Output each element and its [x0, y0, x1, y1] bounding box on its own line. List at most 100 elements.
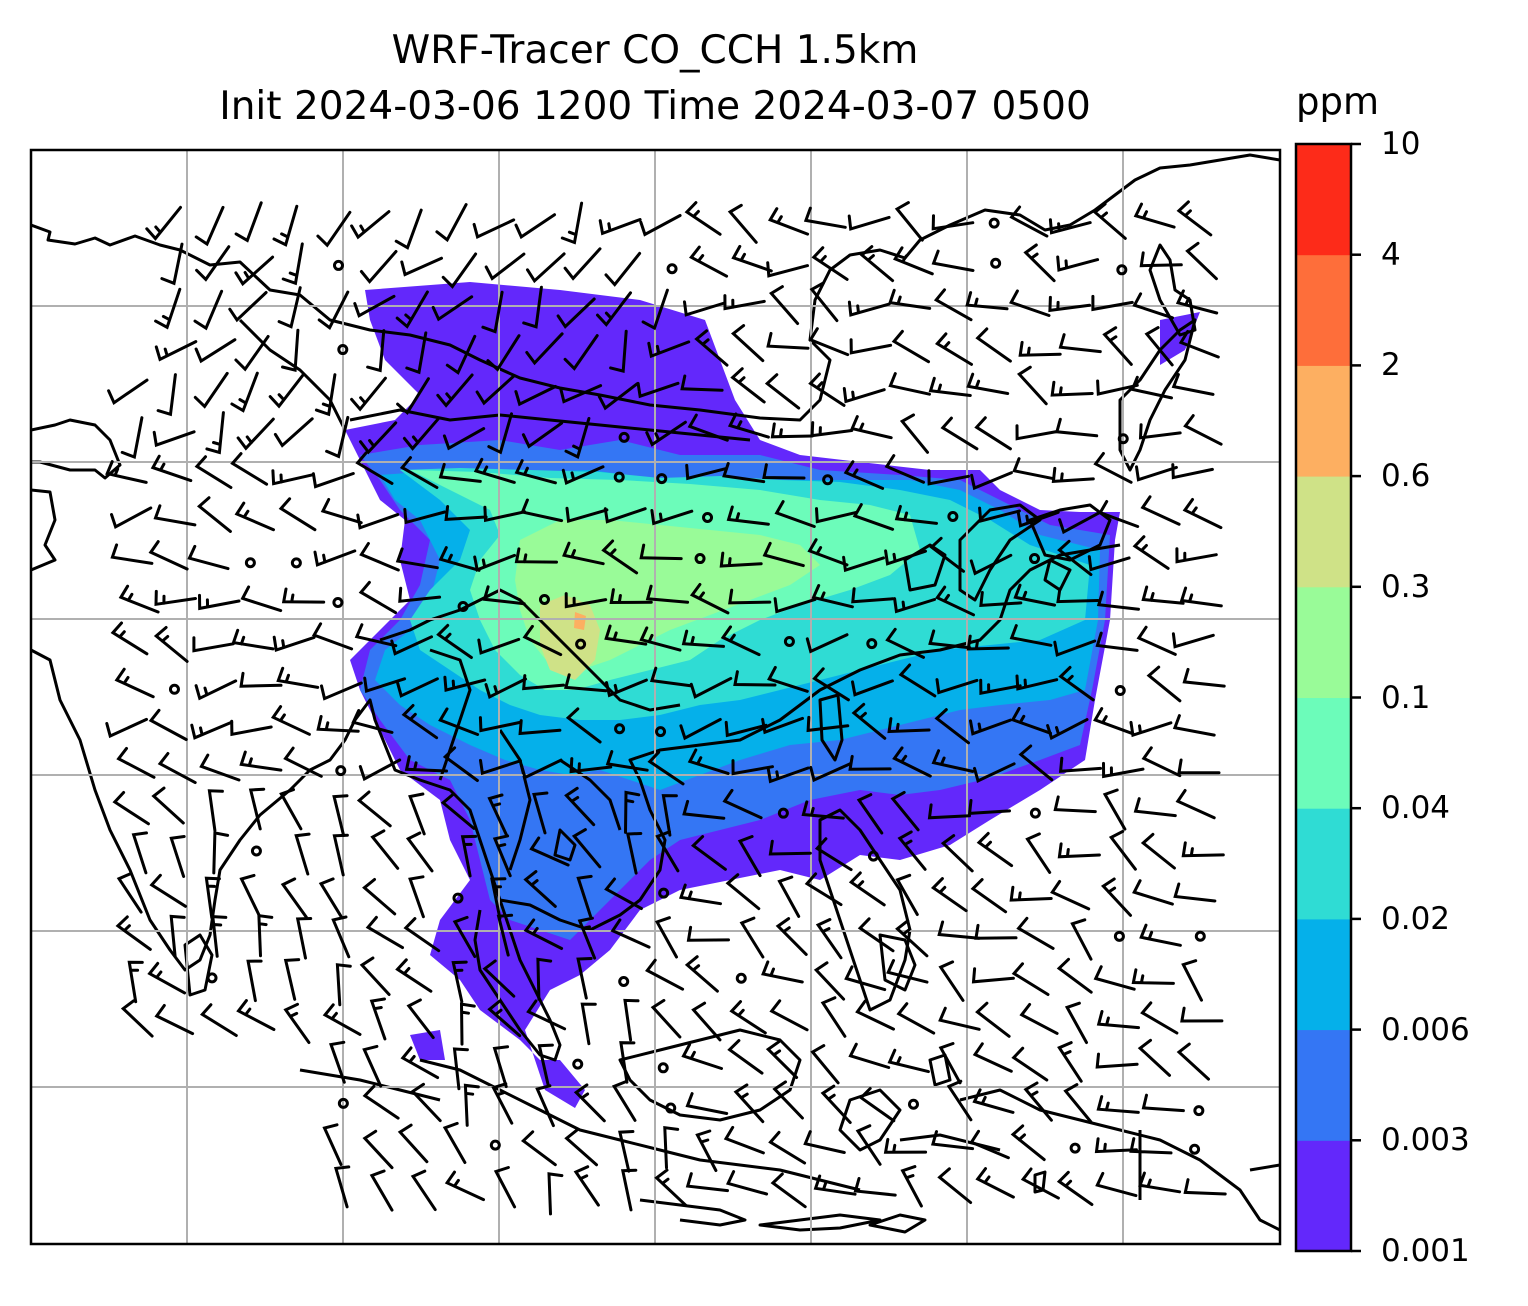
- wind-barb: [679, 883, 722, 906]
- wind-barb: [1173, 882, 1217, 903]
- wind-barb: [661, 794, 678, 837]
- wind-barb: [848, 1042, 891, 1069]
- wind-barb: [445, 334, 477, 375]
- wind-barb: [369, 1169, 394, 1212]
- wind-barb: [320, 681, 363, 701]
- calm-wind-marker: [244, 557, 256, 569]
- wind-barb: [441, 252, 478, 289]
- wind-barb: [636, 381, 680, 399]
- wind-barb: [848, 754, 892, 771]
- wind-barb: [899, 413, 929, 454]
- calm-wind-marker: [1194, 930, 1206, 942]
- wind-barb: [522, 674, 565, 691]
- wind-barb: [576, 957, 593, 1000]
- wind-barb: [931, 749, 975, 773]
- colorbar-tick-label: 4: [1381, 236, 1401, 273]
- concentration-field: [345, 282, 1200, 1108]
- wind-barb: [514, 385, 557, 407]
- wind-barb: [1053, 639, 1097, 657]
- wind-barb: [687, 748, 730, 775]
- wind-barb: [479, 758, 522, 776]
- wind-barb: [810, 1044, 840, 1085]
- calm-wind-marker: [657, 1062, 669, 1074]
- wind-barb: [1056, 957, 1093, 994]
- wind-barb: [804, 872, 843, 907]
- wind-barb: [1175, 789, 1216, 820]
- wind-barb: [1129, 1137, 1173, 1155]
- wind-barb: [1016, 510, 1060, 528]
- wind-barb: [1025, 832, 1052, 874]
- wind-barb: [684, 201, 722, 236]
- wind-barb: [1181, 841, 1225, 858]
- wind-barb: [766, 261, 809, 278]
- wind-barb: [892, 746, 932, 778]
- wind-barb: [761, 716, 804, 735]
- wind-barb: [278, 497, 317, 532]
- wind-barb: [520, 1130, 557, 1167]
- wind-barb: [929, 536, 965, 573]
- wind-barb: [888, 372, 931, 396]
- wind-barb: [231, 628, 275, 651]
- wind-barb: [647, 340, 691, 359]
- wind-barb: [1132, 879, 1174, 906]
- wind-barb: [900, 1165, 923, 1208]
- wind-barb: [808, 327, 850, 357]
- wind-barb: [647, 750, 685, 786]
- wind-barb: [571, 828, 602, 869]
- wind-barb: [680, 374, 724, 392]
- calm-wind-marker: [613, 471, 625, 483]
- wind-barb: [768, 207, 810, 236]
- wind-barb: [971, 967, 1015, 984]
- wind-barb: [402, 416, 441, 451]
- wind-barb: [313, 549, 357, 567]
- wind-barb: [491, 1082, 514, 1125]
- wind-barb: [969, 718, 1012, 736]
- wind-barb: [970, 878, 1008, 914]
- calm-wind-marker: [1189, 1143, 1201, 1155]
- wind-barb: [733, 670, 777, 687]
- wind-barb: [1009, 205, 1049, 238]
- calm-wind-marker: [783, 636, 795, 648]
- wind-barb: [1018, 340, 1062, 357]
- colorbar-segment-3: [1296, 918, 1351, 1031]
- wind-barb: [851, 702, 887, 740]
- wind-barb: [855, 999, 895, 1031]
- wind-barb: [410, 1082, 442, 1123]
- wind-barb: [565, 506, 609, 524]
- wind-barb: [723, 1125, 765, 1155]
- wind-barb: [350, 210, 391, 240]
- wind-barb: [887, 717, 931, 734]
- wind-barb: [848, 871, 886, 907]
- calm-wind-marker: [694, 553, 706, 565]
- wind-barb: [931, 214, 975, 231]
- wind-barb: [569, 757, 613, 774]
- wind-barb: [331, 915, 351, 959]
- wind-barb: [695, 1129, 718, 1172]
- wind-barb: [1182, 498, 1223, 530]
- wind-barb: [772, 1080, 804, 1120]
- wind-barb: [979, 678, 1022, 696]
- wind-barb: [1144, 326, 1174, 367]
- calm-wind-marker: [1116, 264, 1128, 276]
- wind-barb: [280, 877, 308, 919]
- wind-barb: [525, 332, 564, 366]
- wind-barb: [1020, 1167, 1060, 1200]
- wind-barb: [611, 1080, 637, 1122]
- wind-barb: [1050, 380, 1094, 397]
- wind-barb: [362, 1044, 383, 1088]
- wind-barb: [199, 1003, 238, 1037]
- map-title-line-1: WRF-Tracer CO_CCH 1.5km: [391, 28, 919, 73]
- wind-barb: [526, 252, 566, 284]
- wind-barb: [930, 1130, 975, 1151]
- wind-barb: [601, 539, 639, 575]
- wind-barb: [940, 834, 974, 873]
- wind-barb: [650, 509, 694, 526]
- wind-barb: [639, 214, 682, 237]
- wind-barb: [727, 1039, 764, 1075]
- wind-barb: [694, 329, 729, 367]
- wind-barb: [801, 800, 845, 820]
- wind-barb: [811, 584, 854, 609]
- wind-barb: [394, 208, 423, 250]
- wind-barb: [1019, 1003, 1059, 1035]
- wind-barb: [204, 876, 221, 920]
